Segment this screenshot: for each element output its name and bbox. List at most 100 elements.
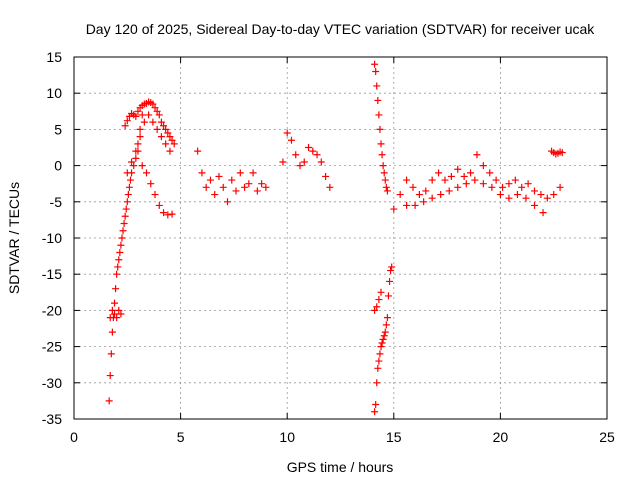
data-point	[373, 82, 381, 90]
data-point	[384, 292, 392, 300]
data-point	[543, 194, 551, 202]
data-point	[409, 183, 417, 191]
data-point	[383, 314, 391, 322]
x-tick-label: 20	[493, 429, 509, 445]
data-point	[383, 187, 391, 195]
data-point	[202, 183, 210, 191]
data-point	[126, 176, 134, 184]
data-point	[313, 151, 321, 159]
y-tick-labels: -35 -30 -25 -20 -15 -10 -5 0 5 10 15	[42, 49, 62, 427]
data-point	[283, 129, 291, 137]
data-point	[121, 122, 129, 130]
data-point	[376, 350, 384, 358]
data-point	[381, 176, 389, 184]
data-point	[245, 180, 253, 188]
y-axis-label: SDTVAR / TECUs	[6, 182, 22, 294]
data-point	[496, 191, 504, 199]
x-tick-label: 25	[599, 429, 615, 445]
data-point	[130, 162, 138, 170]
y-tick-label: 5	[54, 121, 62, 137]
data-point	[168, 136, 176, 144]
data-point	[381, 328, 389, 336]
data-point	[396, 191, 404, 199]
data-point	[372, 67, 380, 75]
data-point	[373, 303, 381, 311]
data-point	[531, 201, 539, 209]
x-tick-label: 15	[386, 429, 402, 445]
data-point	[387, 267, 395, 275]
data-point	[441, 176, 449, 184]
data-point	[479, 180, 487, 188]
data-point	[132, 112, 140, 120]
data-point	[118, 234, 126, 242]
data-point	[121, 212, 129, 220]
data-point	[380, 332, 388, 340]
data-point	[292, 151, 300, 159]
data-point	[107, 350, 115, 358]
data-point	[428, 194, 436, 202]
data-point	[505, 194, 513, 202]
data-point	[467, 169, 475, 177]
series-loop-3-5h	[123, 111, 174, 177]
chart-title: Day 120 of 2025, Sidereal Day-to-day VTE…	[86, 21, 596, 37]
data-point	[164, 211, 172, 219]
data-point	[224, 198, 232, 206]
data-point	[168, 210, 176, 218]
data-point	[128, 158, 136, 166]
data-point	[194, 147, 202, 155]
data-point	[374, 364, 382, 372]
data-point	[539, 209, 547, 217]
data-points	[105, 60, 566, 416]
data-point	[511, 176, 519, 184]
series-upper-14h	[371, 60, 391, 195]
data-point	[147, 180, 155, 188]
y-tick-label: -30	[42, 375, 62, 391]
data-point	[116, 248, 124, 256]
data-point	[123, 169, 131, 177]
data-point	[454, 165, 462, 173]
x-axis-label: GPS time / hours	[287, 459, 394, 475]
data-point	[123, 198, 131, 206]
data-point	[232, 187, 240, 195]
data-point	[524, 180, 532, 188]
data-point	[151, 191, 159, 199]
y-tick-label: 10	[46, 85, 62, 101]
data-point	[537, 191, 545, 199]
x-tick-label: 5	[177, 429, 185, 445]
data-point	[253, 187, 261, 195]
data-point	[164, 129, 172, 137]
data-point	[379, 335, 387, 343]
data-point	[287, 136, 295, 144]
data-point	[479, 162, 487, 170]
data-point	[556, 183, 564, 191]
data-point	[322, 172, 330, 180]
data-point	[136, 133, 144, 141]
data-point	[115, 256, 123, 264]
data-point	[518, 183, 526, 191]
data-point	[378, 151, 386, 159]
series-steep-14h	[371, 263, 396, 416]
data-point	[378, 339, 386, 347]
data-point	[317, 158, 325, 166]
data-point	[206, 176, 214, 184]
data-point	[160, 122, 168, 130]
data-point	[488, 183, 496, 191]
data-point	[170, 140, 178, 148]
data-point	[445, 187, 453, 195]
data-point	[162, 125, 170, 133]
data-point	[166, 133, 174, 141]
data-point	[113, 270, 121, 278]
data-point	[134, 107, 142, 115]
series-cluster-14h	[371, 288, 385, 314]
data-point	[228, 176, 236, 184]
data-point	[454, 183, 462, 191]
series-band-6-9h	[194, 147, 270, 206]
data-point	[145, 111, 153, 119]
y-tick-label: -5	[50, 194, 63, 210]
data-point	[550, 191, 558, 199]
data-point	[124, 191, 132, 199]
data-point	[249, 169, 257, 177]
series-lower-band-15-23h	[403, 176, 547, 217]
data-point	[411, 201, 419, 209]
